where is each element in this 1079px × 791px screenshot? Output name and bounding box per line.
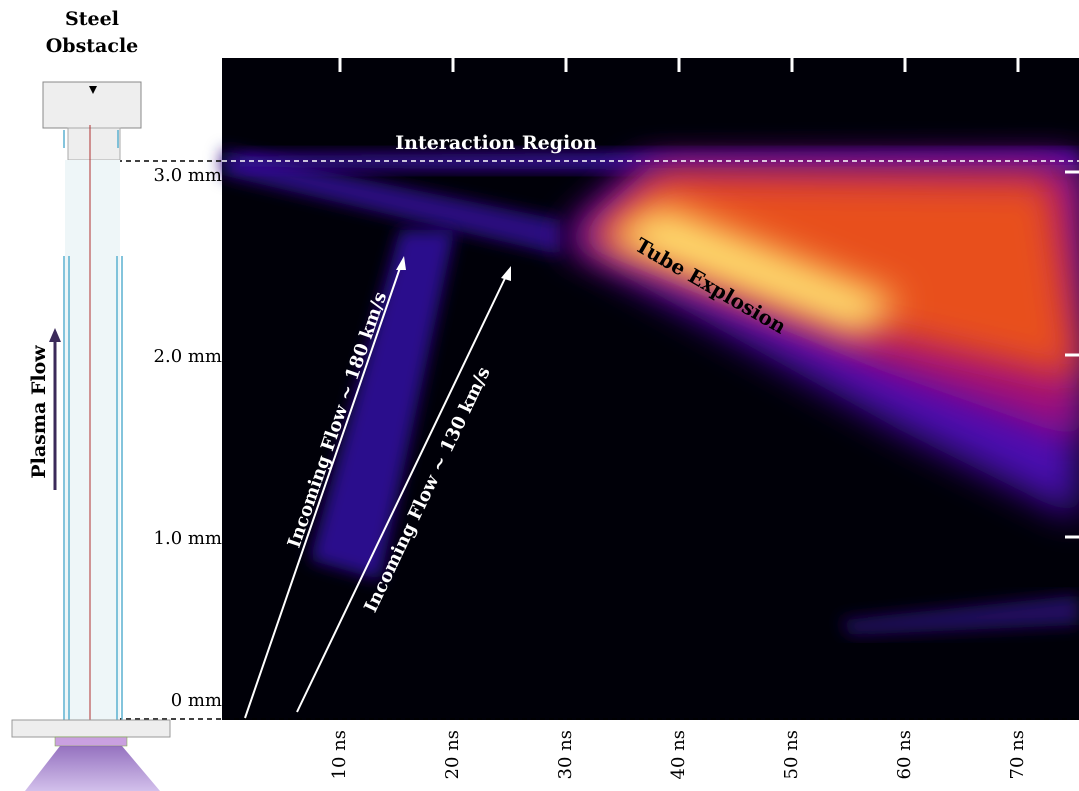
obstacle-label: Steel (65, 8, 119, 30)
obstacle-label: Obstacle (46, 35, 139, 57)
arrow-head (49, 328, 61, 342)
flow-label: Plasma Flow (28, 345, 50, 479)
x-tick-label: 10 ns (329, 730, 350, 779)
x-tick-label: 50 ns (781, 730, 802, 779)
y-tick-label: 0 mm (171, 690, 222, 711)
obstacle-stem (68, 128, 120, 160)
y-tick-label: 3.0 mm (154, 165, 222, 186)
y-tick-label: 2.0 mm (154, 346, 222, 367)
x-tick-label: 70 ns (1007, 730, 1028, 779)
interaction-region-label: Interaction Region (395, 132, 597, 154)
electrode (55, 737, 127, 746)
y-tick-label: 1.0 mm (154, 528, 222, 549)
figure: Steel Obstacle Plasma Flow 3.0 mm 2.0 mm… (0, 0, 1079, 791)
x-tick-label: 60 ns (894, 730, 915, 779)
x-tick-label: 40 ns (668, 730, 689, 779)
base-plate (12, 720, 170, 737)
x-tick-label: 20 ns (442, 730, 463, 779)
tube-body (65, 160, 120, 720)
plasma-source (25, 746, 160, 791)
x-tick-label: 30 ns (555, 730, 576, 779)
